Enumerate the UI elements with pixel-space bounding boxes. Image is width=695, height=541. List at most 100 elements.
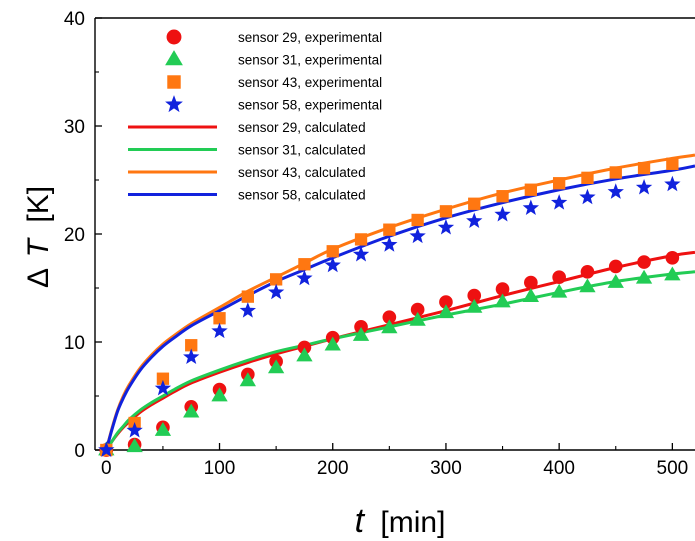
data-point-star xyxy=(522,199,540,216)
data-point-star xyxy=(98,441,115,457)
data-point-star xyxy=(466,212,483,228)
data-point-triangle xyxy=(494,293,511,308)
calculated-line xyxy=(104,164,695,450)
data-point-triangle xyxy=(409,311,426,326)
data-point-square xyxy=(298,258,311,271)
data-point-square xyxy=(326,245,339,258)
data-point-circle xyxy=(637,255,651,269)
data-point-star xyxy=(154,379,172,396)
data-point-star xyxy=(607,183,624,199)
data-point-triangle xyxy=(296,347,313,362)
x-tick-label: 500 xyxy=(657,458,689,479)
data-point-square xyxy=(637,161,651,175)
data-point-star xyxy=(324,256,341,273)
data-point-square xyxy=(213,312,226,325)
experimental-markers xyxy=(98,157,681,457)
y-axis-unit: [K] xyxy=(22,186,55,223)
legend-label: sensor 29, calculated xyxy=(238,120,366,135)
data-point-triangle xyxy=(211,387,228,402)
data-point-star xyxy=(579,188,596,205)
x-tick-label: 300 xyxy=(430,458,462,479)
data-point-star xyxy=(239,302,256,318)
legend-marker-star xyxy=(165,95,183,113)
data-point-star xyxy=(126,421,143,438)
data-point-triangle xyxy=(267,359,285,374)
x-tick-label: 0 xyxy=(101,458,112,479)
data-point-triangle xyxy=(324,336,341,351)
data-point-star xyxy=(664,175,681,192)
data-point-triangle xyxy=(437,304,455,319)
data-point-star xyxy=(381,236,398,252)
data-point-square xyxy=(185,339,198,352)
x-tick-label: 200 xyxy=(317,458,349,479)
y-tick-label: 40 xyxy=(64,9,85,30)
data-point-triangle xyxy=(466,298,483,313)
data-point-triangle xyxy=(664,266,681,281)
data-point-triangle xyxy=(579,278,596,293)
data-point-square xyxy=(581,171,594,184)
y-tick-label: 10 xyxy=(64,333,85,354)
data-point-star xyxy=(352,245,370,262)
data-point-triangle xyxy=(352,326,370,341)
data-point-circle xyxy=(495,282,510,296)
tick-group: 0 100 200 300 400 500 0 10 20 30 40 xyxy=(64,9,688,479)
data-point-triangle xyxy=(635,269,653,284)
y-tick-label: 20 xyxy=(64,225,85,246)
data-point-star xyxy=(550,194,568,210)
data-point-triangle xyxy=(183,403,200,418)
data-point-circle xyxy=(552,270,566,285)
legend-label: sensor 31, experimental xyxy=(238,53,382,68)
data-point-square xyxy=(383,223,396,236)
data-point-circle xyxy=(665,250,680,265)
data-point-circle xyxy=(580,264,595,279)
data-point-circle xyxy=(354,320,368,334)
data-point-star xyxy=(494,205,511,222)
data-point-square xyxy=(524,183,538,196)
data-point-circle xyxy=(410,302,425,317)
data-point-circle xyxy=(608,259,623,274)
y-tick-label: 30 xyxy=(64,117,85,138)
data-point-circle xyxy=(382,310,397,324)
data-point-square xyxy=(609,166,622,179)
y-axis-title: Δ T [K] xyxy=(22,186,55,288)
y-tick-label: 0 xyxy=(74,441,85,462)
legend-label: sensor 31, calculated xyxy=(238,143,366,158)
x-tick-label: 400 xyxy=(543,458,575,479)
data-point-star xyxy=(437,218,455,235)
data-point-triangle xyxy=(522,288,540,302)
legend-label: sensor 58, calculated xyxy=(238,188,366,203)
x-tick-label: 100 xyxy=(204,458,236,479)
data-point-circle xyxy=(439,295,453,309)
legend-marker-circle xyxy=(166,29,182,45)
legend-marker-square xyxy=(167,75,181,89)
x-axis-title: t [min] xyxy=(355,502,446,540)
data-point-star xyxy=(296,269,313,286)
data-point-triangle xyxy=(126,438,143,453)
data-point-square xyxy=(468,197,481,210)
data-point-square xyxy=(241,290,254,303)
data-point-square xyxy=(411,213,424,227)
data-point-square xyxy=(269,273,283,286)
legend-label: sensor 29, experimental xyxy=(238,30,382,45)
y-axis-symbol: T xyxy=(22,236,55,257)
data-point-circle xyxy=(297,340,312,355)
data-point-triangle xyxy=(550,283,568,298)
data-point-square xyxy=(666,157,679,170)
data-point-circle xyxy=(467,288,482,303)
data-point-star xyxy=(267,283,285,300)
data-point-star xyxy=(635,178,653,195)
legend-label: sensor 58, experimental xyxy=(238,98,382,113)
data-point-star xyxy=(409,227,426,244)
data-point-star xyxy=(183,348,200,365)
legend-marker-triangle xyxy=(165,50,183,66)
data-point-circle xyxy=(524,275,538,290)
data-point-star xyxy=(211,322,228,339)
data-point-triangle xyxy=(239,372,256,387)
legend-label: sensor 43, experimental xyxy=(238,75,382,90)
data-point-square xyxy=(552,177,566,190)
legend: sensor 29, experimental sensor 31, experi… xyxy=(128,29,382,203)
data-point-square xyxy=(496,190,509,203)
legend-label: sensor 43, calculated xyxy=(238,165,366,180)
data-point-square xyxy=(354,233,368,246)
